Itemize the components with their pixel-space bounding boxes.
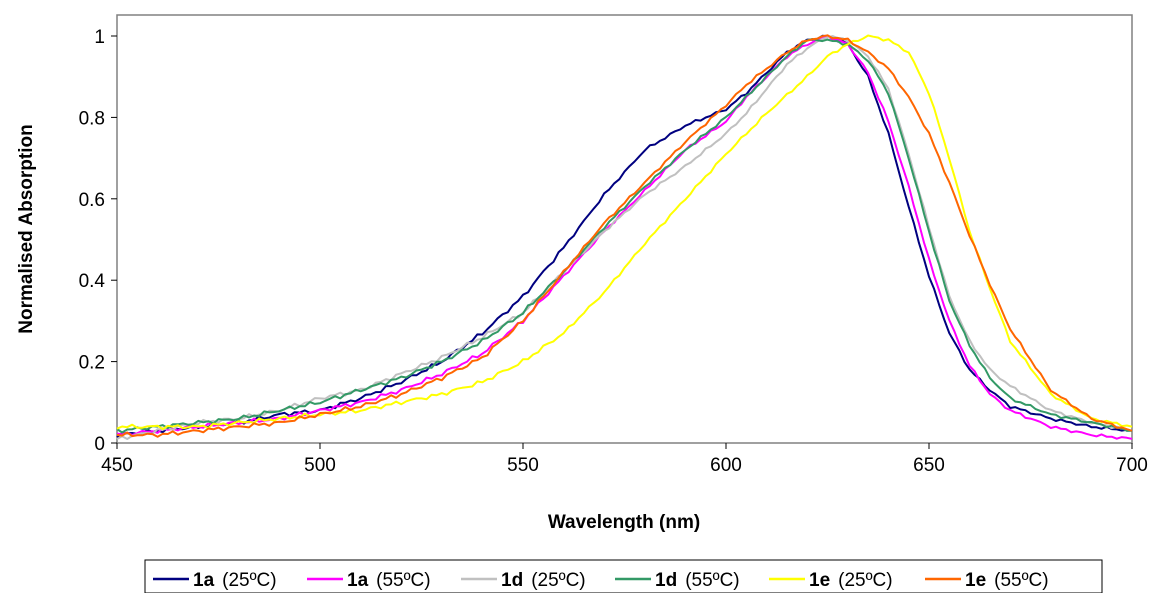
legend-item-label: 1d (55ºC): [655, 570, 740, 591]
y-axis-title: Normalised Absorption: [16, 124, 37, 333]
legend-box: [144, 559, 1103, 593]
x-tick-label: 600: [710, 455, 742, 476]
legend-item-label: 1a (25ºC): [193, 570, 277, 591]
y-tick-label: 0.8: [79, 108, 105, 129]
x-tick-label: 450: [101, 455, 133, 476]
x-tick-label: 550: [507, 455, 539, 476]
x-axis-title: Wavelength (nm): [548, 512, 700, 533]
legend: 1a (25ºC) 1a (55ºC) 1d (25ºC) 1d (55ºC) 1e (25ºC)…: [153, 570, 1049, 591]
x-tick-label: 650: [913, 455, 945, 476]
x-tick-label: 500: [304, 455, 336, 476]
series-line-1e-55c: [116, 34, 1133, 438]
y-tick-label: 0: [94, 434, 105, 455]
legend-item-label: 1a (55ºC): [347, 570, 431, 591]
series-line-1e-25c: [116, 34, 1133, 431]
x-tick-label: 700: [1116, 455, 1148, 476]
plot-area: [116, 14, 1133, 444]
y-tick-label: 0.6: [79, 190, 105, 211]
legend-item-label: 1e (25ºC): [809, 570, 893, 591]
series-line-1d-55c: [116, 38, 1133, 434]
series-line-1a-55c: [116, 34, 1133, 440]
y-tick-label: 0.4: [79, 271, 106, 292]
legend-item-label: 1e (55ºC): [965, 570, 1049, 591]
legend-item-label: 1d (25ºC): [501, 570, 586, 591]
axis-ticks: 450 500 550 600 650 700 0 0.2 0.4 0.6 0.8 1: [79, 27, 1148, 476]
y-tick-label: 1: [94, 27, 105, 48]
y-tick-label: 0.2: [79, 353, 105, 374]
series-lines: [116, 34, 1133, 440]
series-line-1a-25c: [116, 34, 1133, 438]
